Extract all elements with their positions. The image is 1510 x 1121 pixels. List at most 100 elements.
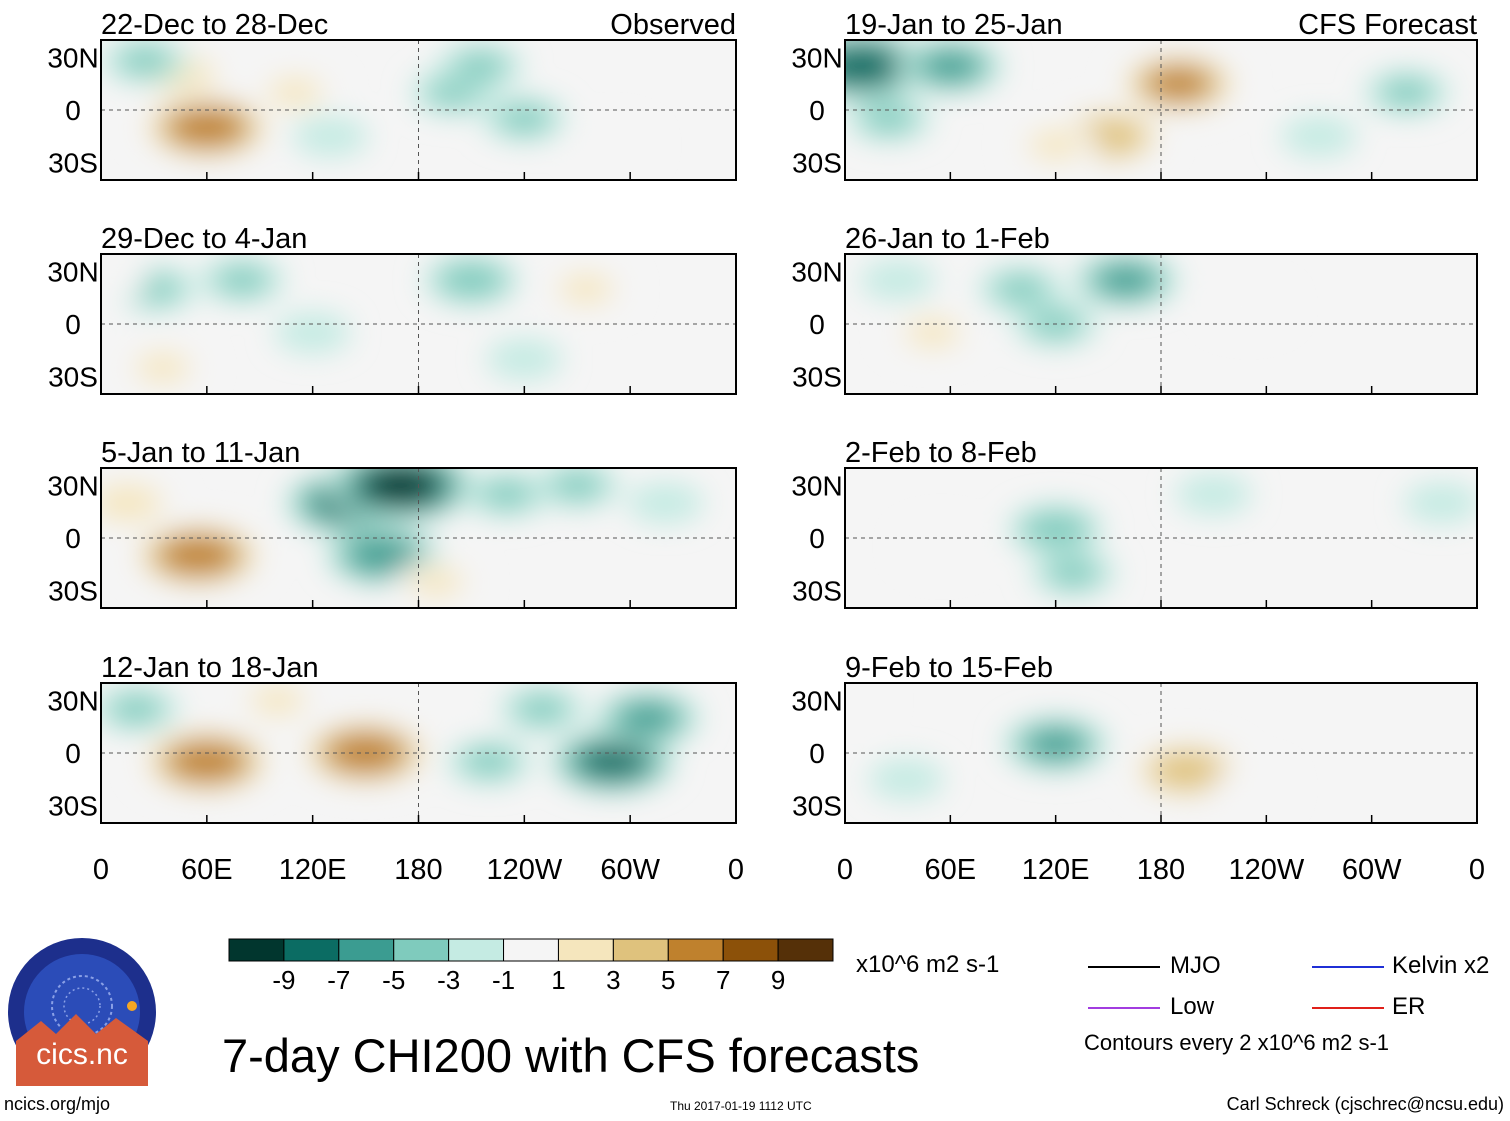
anomaly-blob	[1210, 286, 1287, 327]
colorbar-swatch	[722, 938, 779, 962]
x-tick-label: 60E	[181, 854, 233, 886]
y-tick-label: 30N	[791, 43, 842, 74]
y-tick-label: 30N	[47, 43, 98, 74]
footer-timestamp: Thu 2017-01-19 1112 UTC	[670, 1099, 812, 1113]
x-tick-label: 120W	[486, 854, 562, 886]
anomaly-blob	[109, 694, 164, 724]
colorbar-tick-label: -9	[272, 965, 295, 995]
y-tick-label: 0	[809, 95, 825, 126]
logo-mountains	[16, 1014, 148, 1086]
legend-label-kelvin: Kelvin x2	[1392, 952, 1490, 979]
x-tick-label: 120E	[279, 854, 347, 886]
anomaly-blob	[346, 537, 420, 574]
colorbar-tick-label: 9	[771, 965, 785, 995]
anomaly-blob	[101, 485, 163, 521]
colorbar-tick-label: -3	[437, 965, 460, 995]
x-tick-label: 0	[1469, 854, 1485, 886]
y-tick-label: 30N	[47, 471, 98, 502]
anomaly-blob	[861, 104, 917, 134]
logo-sun	[127, 1001, 137, 1011]
legend-label-er: ER	[1392, 993, 1426, 1020]
y-tick-label: 30S	[792, 362, 842, 393]
anomaly-blob	[1210, 767, 1287, 809]
anomaly-blob	[292, 115, 369, 157]
panel-title: 26-Jan to 1-Feb	[845, 223, 1050, 255]
y-tick-label: 0	[809, 309, 825, 340]
anomaly-blob	[267, 78, 323, 107]
y-tick-label: 30S	[792, 576, 842, 607]
anomaly-blob	[1025, 729, 1086, 760]
colorbar-swatch	[228, 938, 285, 962]
anomaly-blob	[497, 104, 552, 134]
anomaly-blob	[453, 51, 508, 81]
anomaly-blob	[514, 694, 570, 724]
y-tick-label: 30N	[47, 257, 98, 288]
colorbar-swatch	[557, 938, 614, 962]
legend-label-low: Low	[1170, 993, 1215, 1020]
panel-title: 5-Jan to 11-Jan	[101, 437, 300, 469]
contour-note: Contours every 2 x10^6 m2 s-1	[1084, 1030, 1390, 1055]
x-tick-label: 120W	[1228, 854, 1304, 886]
colorbar-swatch	[612, 938, 669, 962]
logo-globe-inner	[63, 987, 101, 1025]
y-tick-label: 30S	[48, 362, 98, 393]
anomaly-blob	[101, 259, 148, 301]
panel-title: 22-Dec to 28-Dec	[101, 9, 328, 41]
y-tick-label: 0	[809, 738, 825, 769]
legend-lines	[1088, 966, 1384, 1009]
anomaly-blob	[486, 338, 563, 380]
y-tick-label: 30N	[47, 686, 98, 717]
panel-title: 2-Feb to 8-Feb	[845, 437, 1037, 469]
colorbar-tick-label: 1	[551, 965, 565, 995]
y-tick-label: 30S	[48, 791, 98, 822]
colorbar-swatch	[448, 938, 505, 962]
colorbar-swatch	[393, 938, 450, 962]
anomaly-blob	[903, 526, 980, 568]
anomaly-blob	[1096, 265, 1156, 296]
anomaly-blob	[1028, 130, 1083, 160]
colorbar-swatch	[667, 938, 724, 962]
y-tick-label: 0	[65, 738, 81, 769]
anomaly-blob	[398, 697, 475, 739]
anomaly-blob	[859, 259, 936, 301]
anomaly-blob	[845, 46, 903, 86]
colorbar-tick-label: 5	[661, 965, 675, 995]
anomaly-blob	[1150, 752, 1225, 789]
anomaly-blob	[920, 51, 981, 82]
panel-title: 19-Jan to 25-Jan	[845, 9, 1063, 41]
x-tick-label: 0	[728, 854, 744, 886]
anomaly-blob	[1045, 558, 1101, 588]
x-tick-label: 0	[837, 854, 853, 886]
colorbar-swatch	[777, 938, 834, 962]
anomaly-blob	[214, 265, 270, 295]
anomaly-blob	[479, 479, 534, 509]
cics-logo: cics.nc	[8, 938, 156, 1086]
y-tick-label: 30N	[791, 686, 842, 717]
colorbar-swatch	[338, 938, 395, 962]
colorbar-tick-label: 3	[606, 965, 620, 995]
anomaly-blob	[461, 747, 517, 777]
anomaly-blob	[618, 702, 678, 734]
y-tick-label: 0	[65, 309, 81, 340]
anomaly-blob	[558, 274, 614, 304]
colorbar-units: x10^6 m2 s-1	[856, 951, 1000, 978]
anomaly-blob	[363, 468, 439, 504]
y-tick-label: 30S	[48, 576, 98, 607]
y-tick-label: 30N	[791, 471, 842, 502]
anomaly-blob	[993, 274, 1048, 304]
anomaly-blob	[1145, 67, 1212, 101]
anomaly-blob	[408, 567, 464, 597]
footer-url: ncics.org/mjo	[4, 1094, 111, 1114]
figure-title: 7-day CHI200 with CFS forecasts	[222, 1029, 920, 1082]
anomaly-blob	[845, 683, 883, 721]
anomaly-blob	[166, 107, 247, 148]
panel-label: CFS Forecast	[1298, 9, 1477, 41]
panel-title: 29-Dec to 4-Jan	[101, 223, 307, 255]
y-tick-label: 0	[65, 523, 81, 554]
